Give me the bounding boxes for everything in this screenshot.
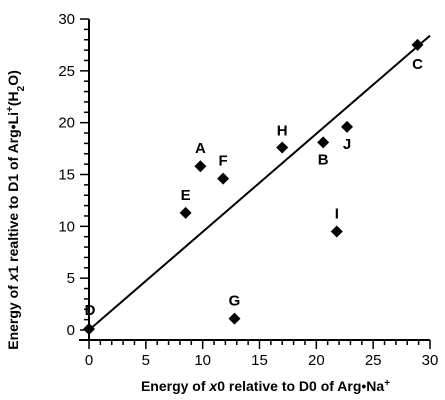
x-tick-label: 5: [142, 352, 150, 369]
x-tick-label: 15: [251, 352, 268, 369]
point-h: [276, 141, 289, 154]
x-axis-title: Energy of x0 relative to D0 of Arg•Na+: [141, 378, 390, 395]
y-tick-label: 25: [58, 63, 75, 80]
point-label-f: F: [219, 153, 228, 170]
point-g: [228, 312, 241, 325]
x-tick-label: 25: [365, 352, 382, 369]
point-label-d: D: [85, 302, 96, 319]
y-tick-label: 5: [67, 270, 75, 287]
ticks: 0 5 10 15 20 25 30 0 5 10 15 20 25 30: [58, 11, 438, 369]
y-tick-label: 30: [58, 11, 75, 28]
y-tick-label: 10: [58, 218, 75, 235]
point-f: [217, 172, 230, 185]
y-tick-label: 15: [58, 167, 75, 184]
point-label-h: H: [277, 123, 288, 140]
y-tick-label: 20: [58, 115, 75, 132]
point-label-i: I: [335, 206, 339, 223]
data-points: A B C D E F G H I J: [83, 38, 424, 335]
x-tick-label: 0: [85, 352, 93, 369]
point-d: [83, 322, 95, 335]
point-label-j: J: [343, 136, 351, 153]
x-tick-label: 20: [308, 352, 325, 369]
point-a: [194, 160, 207, 173]
point-label-b: B: [318, 151, 329, 168]
fit-line-group: [88, 34, 431, 331]
point-j: [341, 120, 354, 133]
point-b: [317, 136, 330, 149]
point-c: [411, 38, 424, 51]
axes: [79, 19, 430, 341]
y-tick-label: 0: [67, 322, 75, 339]
y-axis-title: Energy of x1 realtive to D1 of Arg•Li+(H…: [5, 70, 27, 350]
x-tick-label: 10: [194, 352, 211, 369]
x-tick-label: 30: [422, 352, 439, 369]
point-e: [179, 206, 192, 219]
fit-line: [88, 34, 431, 331]
point-label-e: E: [181, 187, 191, 204]
point-i: [330, 225, 343, 238]
point-label-a: A: [195, 140, 206, 157]
point-label-c: C: [412, 56, 423, 73]
point-label-g: G: [229, 293, 241, 310]
